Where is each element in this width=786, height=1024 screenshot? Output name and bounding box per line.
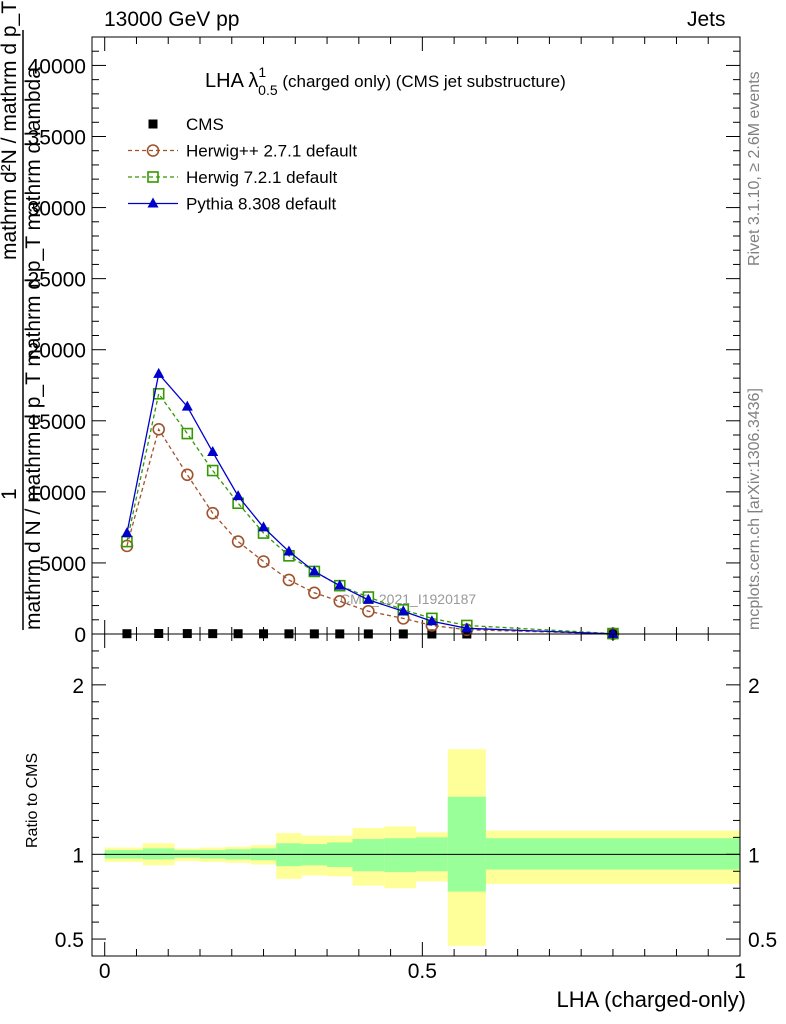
ratio-y-tick-label: 2 bbox=[72, 675, 84, 698]
header-left: 13000 GeV pp bbox=[104, 8, 240, 31]
data-point bbox=[258, 521, 270, 532]
legend-label: Herwig 7.2.1 default bbox=[186, 168, 337, 187]
legend-label: CMS bbox=[186, 115, 224, 134]
data-point bbox=[282, 573, 296, 587]
y-tick-label: 30000 bbox=[28, 198, 86, 221]
ratio-y-tick-label: 0.5 bbox=[55, 929, 84, 952]
data-point bbox=[334, 579, 346, 590]
series-line bbox=[126, 372, 613, 635]
legend-marker bbox=[147, 197, 159, 208]
y-label-numerator: 1 bbox=[0, 488, 21, 500]
y-tick-label: 20000 bbox=[28, 340, 86, 363]
data-point bbox=[333, 595, 347, 608]
ratio-y-tick-label-right: 0.5 bbox=[748, 929, 777, 952]
uncertainty-band-inner bbox=[384, 838, 416, 873]
x-tick-label: 1 bbox=[734, 960, 746, 983]
legend: CMS Herwig++ 2.7.1 default Herwig 7.2.1 de… bbox=[128, 115, 357, 214]
uncertainty-band-inner bbox=[352, 839, 385, 872]
data-point bbox=[153, 367, 165, 378]
y-label-denominator: mathrm d N / mathrm d p_T mathrm d p_T m… bbox=[22, 67, 45, 630]
data-point bbox=[397, 605, 409, 616]
y-tick-label: 15000 bbox=[28, 411, 86, 434]
y-tick-label: 40000 bbox=[28, 55, 86, 78]
data-point bbox=[461, 622, 473, 633]
data-point bbox=[181, 400, 193, 411]
y-tick-label: 10000 bbox=[28, 482, 86, 505]
data-point bbox=[283, 545, 295, 556]
y-tick-label: 35000 bbox=[28, 127, 86, 150]
data-point bbox=[231, 535, 245, 548]
data-point bbox=[181, 427, 194, 440]
data-point bbox=[362, 604, 375, 618]
y-tick-label: 0 bbox=[74, 624, 86, 647]
y-tick-label: 5000 bbox=[39, 553, 86, 576]
data-point bbox=[232, 490, 244, 501]
y-axis-label: mathrm d N / mathrm d p_T mathrm d p_T m… bbox=[0, 0, 45, 630]
x-axis-label: LHA (charged-only) bbox=[556, 987, 746, 1012]
ratio-y-tick-label: 1 bbox=[72, 844, 84, 867]
data-point bbox=[257, 555, 270, 568]
ratio-y-axis-label: Ratio to CMS bbox=[24, 753, 41, 848]
series-3 bbox=[121, 367, 619, 638]
main-panel: 0 5000 10000 15000 20000 25000 30000 35000 40000… bbox=[0, 0, 741, 647]
ratio-frame bbox=[91, 633, 741, 957]
data-point bbox=[121, 527, 133, 538]
data-point bbox=[206, 464, 219, 477]
legend-label: Herwig++ 2.7.1 default bbox=[186, 142, 357, 161]
header-right: Jets bbox=[687, 8, 726, 31]
legend-marker bbox=[146, 144, 160, 157]
y-label-top: mathrm d²N / mathrm d p_T mathrm d lambd… bbox=[0, 0, 21, 260]
ratio-y-tick-label-right: 2 bbox=[748, 675, 760, 698]
data-point bbox=[152, 387, 165, 400]
data-point bbox=[206, 506, 220, 520]
data-point bbox=[426, 615, 438, 626]
legend-label: Pythia 8.308 default bbox=[186, 195, 337, 214]
uncertainty-band-inner bbox=[447, 796, 486, 892]
x-tick-label: 0 bbox=[99, 960, 111, 983]
ratio-y-tick-label-right: 1 bbox=[748, 844, 760, 867]
y-tick-label: 25000 bbox=[28, 269, 86, 292]
data-point bbox=[308, 586, 321, 600]
data-point bbox=[207, 446, 219, 457]
data-point bbox=[362, 593, 374, 604]
data-point bbox=[180, 468, 194, 482]
legend-marker bbox=[148, 119, 158, 129]
series-line bbox=[126, 427, 613, 635]
chart-title: LHA λ1 0.5 (charged only) (CMS jet substr… bbox=[205, 64, 566, 98]
legend-marker bbox=[147, 171, 159, 183]
data-point bbox=[607, 627, 619, 638]
data-point bbox=[308, 565, 320, 576]
data-point bbox=[152, 423, 166, 436]
x-tick-label: 0.5 bbox=[408, 960, 437, 983]
